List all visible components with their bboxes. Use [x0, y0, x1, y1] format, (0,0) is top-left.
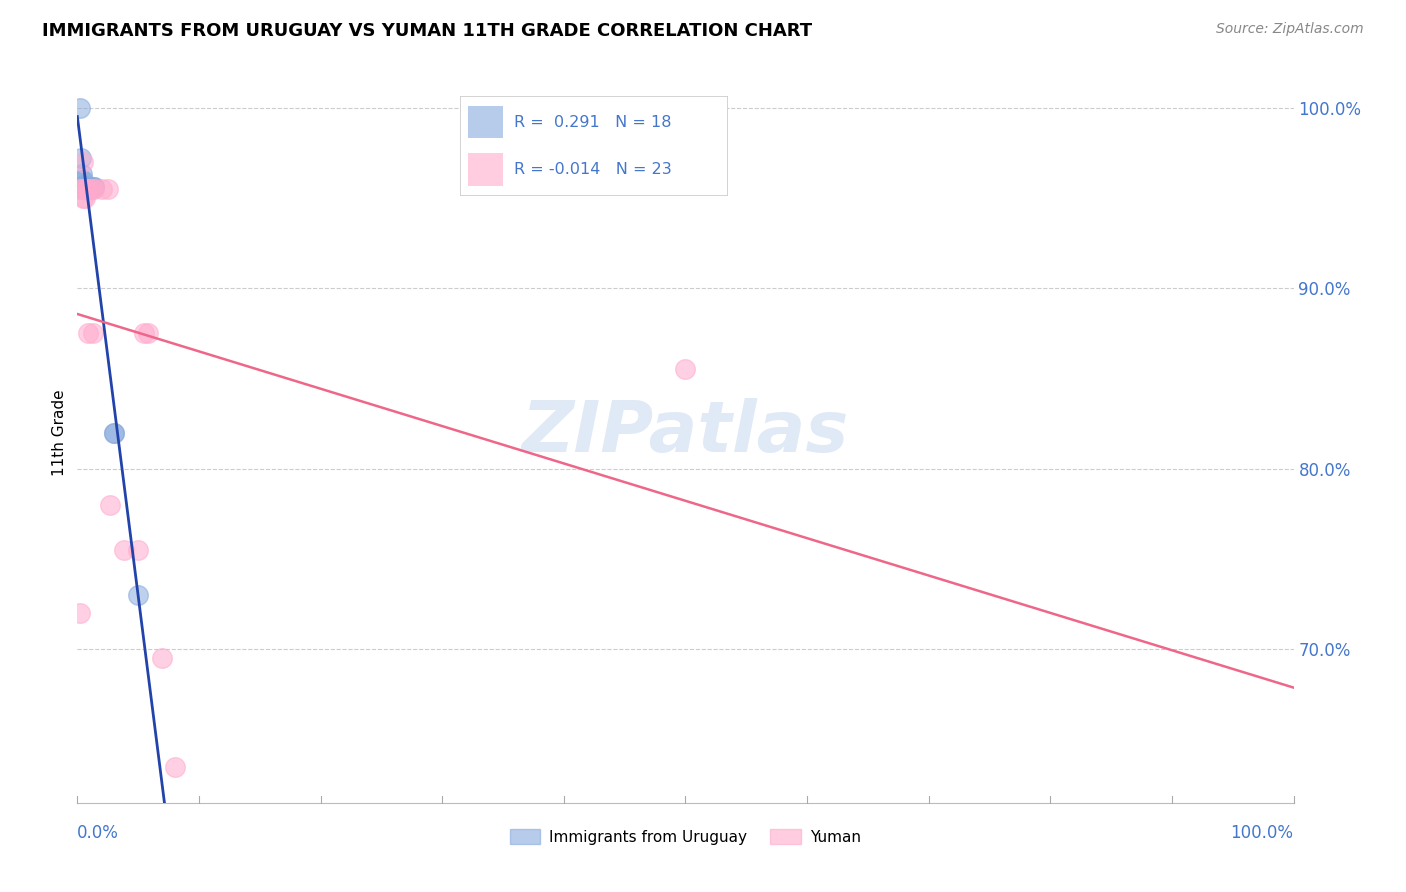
Point — [83, 180, 105, 194]
Point — [72, 178, 94, 193]
Point — [127, 543, 149, 558]
Point — [675, 362, 697, 376]
Point — [69, 101, 91, 115]
Point — [112, 543, 135, 558]
Point — [163, 760, 186, 774]
Point — [127, 588, 149, 602]
Point — [98, 498, 121, 512]
Point — [97, 182, 120, 196]
Point — [79, 180, 101, 194]
Text: IMMIGRANTS FROM URUGUAY VS YUMAN 11TH GRADE CORRELATION CHART: IMMIGRANTS FROM URUGUAY VS YUMAN 11TH GR… — [42, 22, 813, 40]
Point — [70, 168, 93, 182]
Point — [72, 180, 94, 194]
Point — [82, 326, 104, 341]
Point — [90, 182, 112, 196]
Point — [70, 151, 93, 165]
Point — [75, 180, 97, 194]
Point — [80, 182, 103, 196]
Point — [76, 182, 98, 196]
Point — [76, 180, 98, 194]
Legend: Immigrants from Uruguay, Yuman: Immigrants from Uruguay, Yuman — [503, 822, 868, 851]
Point — [79, 182, 101, 196]
Point — [83, 182, 105, 196]
Text: ZIPatlas: ZIPatlas — [522, 398, 849, 467]
Point — [69, 182, 91, 196]
Point — [79, 180, 101, 194]
Point — [152, 651, 174, 665]
Point — [103, 425, 125, 440]
Point — [134, 326, 156, 341]
Point — [73, 180, 96, 194]
Y-axis label: 11th Grade: 11th Grade — [52, 389, 67, 476]
Text: 0.0%: 0.0% — [77, 824, 120, 842]
Point — [83, 180, 105, 194]
Point — [103, 425, 125, 440]
Point — [72, 191, 94, 205]
Point — [70, 182, 93, 196]
Text: Source: ZipAtlas.com: Source: ZipAtlas.com — [1216, 22, 1364, 37]
Point — [73, 180, 96, 194]
Point — [72, 173, 94, 187]
Point — [70, 173, 93, 187]
Text: 100.0%: 100.0% — [1230, 824, 1294, 842]
Point — [136, 326, 159, 341]
Point — [72, 154, 94, 169]
Point — [69, 606, 91, 620]
Point — [73, 191, 96, 205]
Point — [73, 182, 96, 196]
Point — [77, 326, 100, 341]
